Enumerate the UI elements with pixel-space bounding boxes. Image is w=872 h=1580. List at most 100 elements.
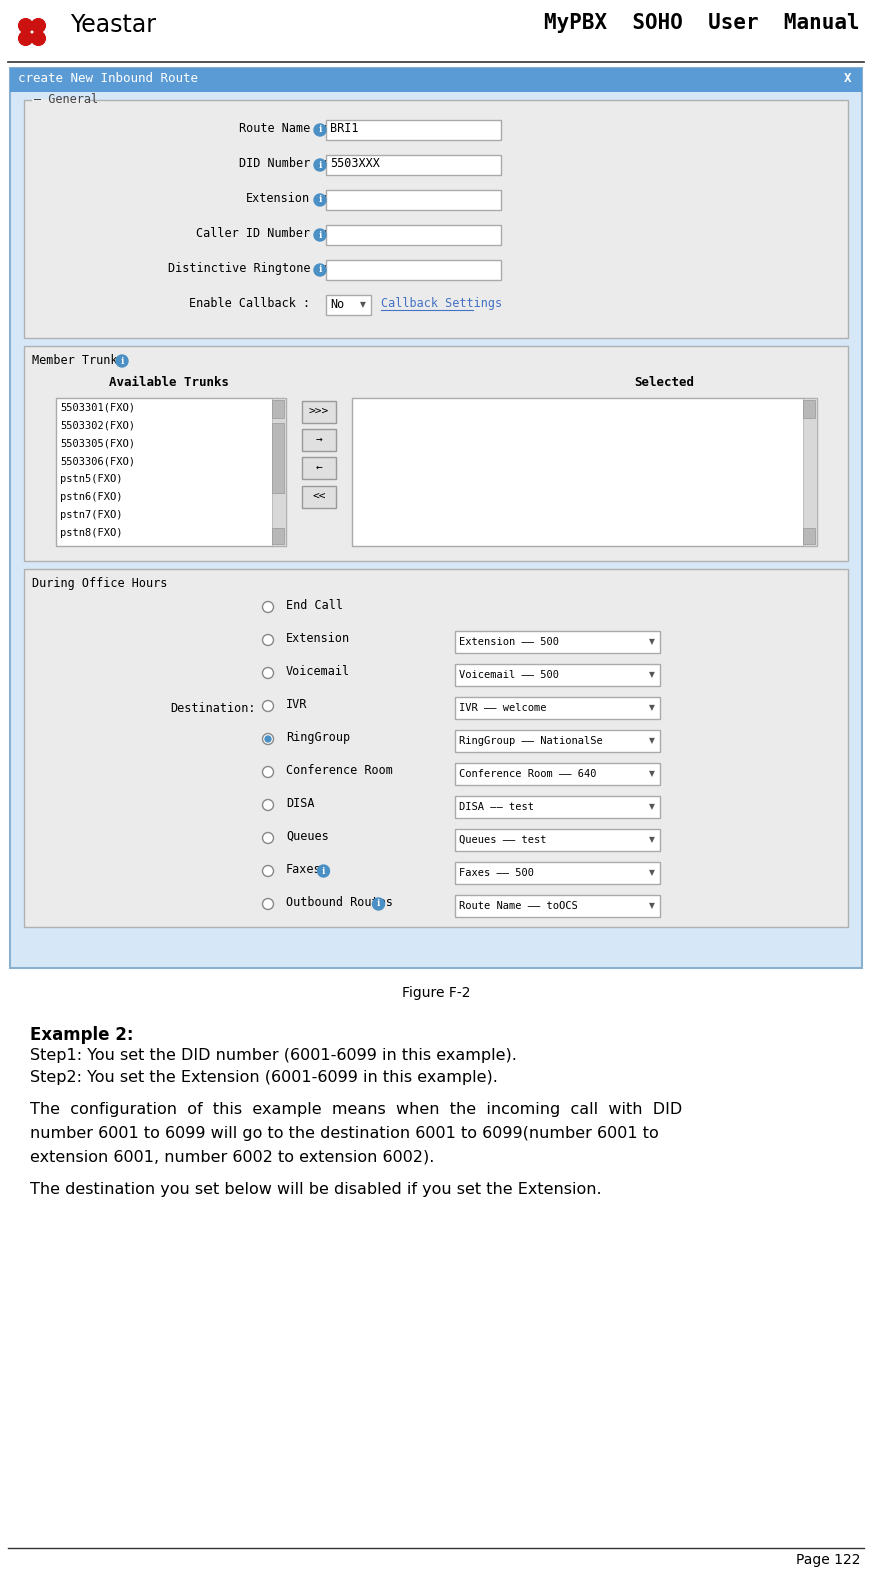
Circle shape: [262, 733, 274, 744]
Text: Voicemail: Voicemail: [286, 665, 351, 678]
Text: Route Name: Route Name: [239, 122, 310, 134]
Text: MyPBX  SOHO  User  Manual: MyPBX SOHO User Manual: [544, 13, 860, 33]
Text: →: →: [316, 435, 323, 446]
Text: ▼: ▼: [649, 803, 655, 812]
Bar: [10, 68, 862, 92]
Text: i: i: [120, 357, 124, 365]
Text: X: X: [844, 73, 852, 85]
Text: i: i: [318, 265, 322, 275]
Text: Available Trunks: Available Trunks: [109, 376, 229, 389]
Text: ▼: ▼: [360, 300, 366, 310]
Text: Conference Room: Conference Room: [286, 765, 393, 777]
Text: Member Trunks: Member Trunks: [32, 354, 125, 367]
Circle shape: [262, 866, 274, 877]
Circle shape: [262, 700, 274, 711]
Text: Page 122: Page 122: [795, 1553, 860, 1567]
Circle shape: [317, 864, 330, 877]
Text: Extension —— 500: Extension —— 500: [459, 637, 559, 646]
Text: :: :: [322, 228, 330, 240]
Circle shape: [18, 19, 32, 33]
Circle shape: [314, 229, 326, 242]
Text: ▼: ▼: [649, 637, 655, 646]
Text: pstn5(FXO): pstn5(FXO): [60, 474, 122, 483]
Text: 5503301(FXO): 5503301(FXO): [60, 401, 135, 412]
Bar: [455, 796, 660, 818]
Text: ▼: ▼: [649, 836, 655, 844]
Bar: [56, 398, 286, 547]
Text: No: No: [330, 299, 344, 311]
Text: Queues —— test: Queues —— test: [459, 834, 547, 845]
Text: i: i: [322, 866, 325, 875]
Text: :: :: [322, 156, 330, 171]
Text: pstn6(FXO): pstn6(FXO): [60, 491, 122, 502]
Text: i: i: [318, 196, 322, 204]
Bar: [302, 430, 336, 450]
Text: Caller ID Number: Caller ID Number: [196, 228, 310, 240]
Bar: [455, 730, 660, 752]
Text: Route Name —— toOCS: Route Name —— toOCS: [459, 901, 578, 912]
Text: Yeastar: Yeastar: [70, 13, 156, 36]
Text: RingGroup: RingGroup: [286, 732, 351, 744]
Bar: [352, 398, 817, 547]
Text: DISA: DISA: [286, 796, 315, 811]
Text: i: i: [318, 125, 322, 134]
Bar: [455, 894, 660, 916]
Text: :: :: [322, 262, 330, 275]
Text: ▼: ▼: [649, 736, 655, 746]
Bar: [24, 569, 848, 927]
Text: Extension: Extension: [246, 193, 310, 205]
Bar: [326, 261, 501, 280]
Text: i: i: [318, 231, 322, 240]
Text: End Call: End Call: [286, 599, 343, 611]
Text: :: :: [322, 122, 330, 134]
Circle shape: [262, 667, 274, 678]
Text: Selected: Selected: [634, 376, 694, 389]
Bar: [326, 120, 501, 141]
Text: The destination you set below will be disabled if you set the Extension.: The destination you set below will be di…: [30, 1182, 602, 1198]
Bar: [803, 400, 815, 419]
Text: — General: — General: [34, 93, 99, 106]
Bar: [803, 398, 817, 547]
Text: i: i: [318, 161, 322, 169]
Text: Distinctive Ringtone: Distinctive Ringtone: [167, 262, 310, 275]
Bar: [326, 190, 501, 210]
Text: i: i: [377, 899, 380, 908]
Text: Extension: Extension: [286, 632, 351, 645]
Circle shape: [116, 356, 128, 367]
Text: The  configuration  of  this  example  means  when  the  incoming  call  with  D: The configuration of this example means …: [30, 1101, 682, 1117]
Circle shape: [262, 799, 274, 811]
Bar: [272, 398, 286, 547]
Text: ▼: ▼: [649, 869, 655, 877]
Text: BRI1: BRI1: [330, 122, 358, 134]
Text: Faxes: Faxes: [286, 863, 322, 875]
Text: Queues: Queues: [286, 830, 329, 844]
Circle shape: [31, 32, 45, 46]
Text: ▼: ▼: [649, 769, 655, 779]
Bar: [302, 457, 336, 479]
Text: Destination:: Destination:: [171, 702, 256, 716]
Bar: [455, 863, 660, 883]
Bar: [302, 401, 336, 423]
Text: Faxes —— 500: Faxes —— 500: [459, 867, 534, 878]
Bar: [455, 664, 660, 686]
Text: number 6001 to 6099 will go to the destination 6001 to 6099(number 6001 to: number 6001 to 6099 will go to the desti…: [30, 1127, 658, 1141]
Bar: [302, 487, 336, 509]
Text: extension 6001, number 6002 to extension 6002).: extension 6001, number 6002 to extension…: [30, 1150, 434, 1164]
Circle shape: [31, 19, 45, 33]
Text: Enable Callback :: Enable Callback :: [189, 297, 310, 310]
Text: RingGroup —— NationalSe: RingGroup —— NationalSe: [459, 736, 603, 746]
Bar: [326, 224, 501, 245]
Text: DID Number: DID Number: [239, 156, 310, 171]
Bar: [326, 155, 501, 175]
Text: pstn7(FXO): pstn7(FXO): [60, 510, 122, 520]
Circle shape: [314, 123, 326, 136]
Text: Conference Room —— 640: Conference Room —— 640: [459, 769, 596, 779]
Circle shape: [262, 833, 274, 844]
Text: ←: ←: [316, 463, 323, 472]
Text: >>>: >>>: [309, 408, 329, 417]
Text: IVR: IVR: [286, 698, 307, 711]
Bar: [455, 697, 660, 719]
Text: 5503306(FXO): 5503306(FXO): [60, 457, 135, 466]
Text: During Office Hours: During Office Hours: [32, 577, 167, 589]
Circle shape: [262, 635, 274, 646]
